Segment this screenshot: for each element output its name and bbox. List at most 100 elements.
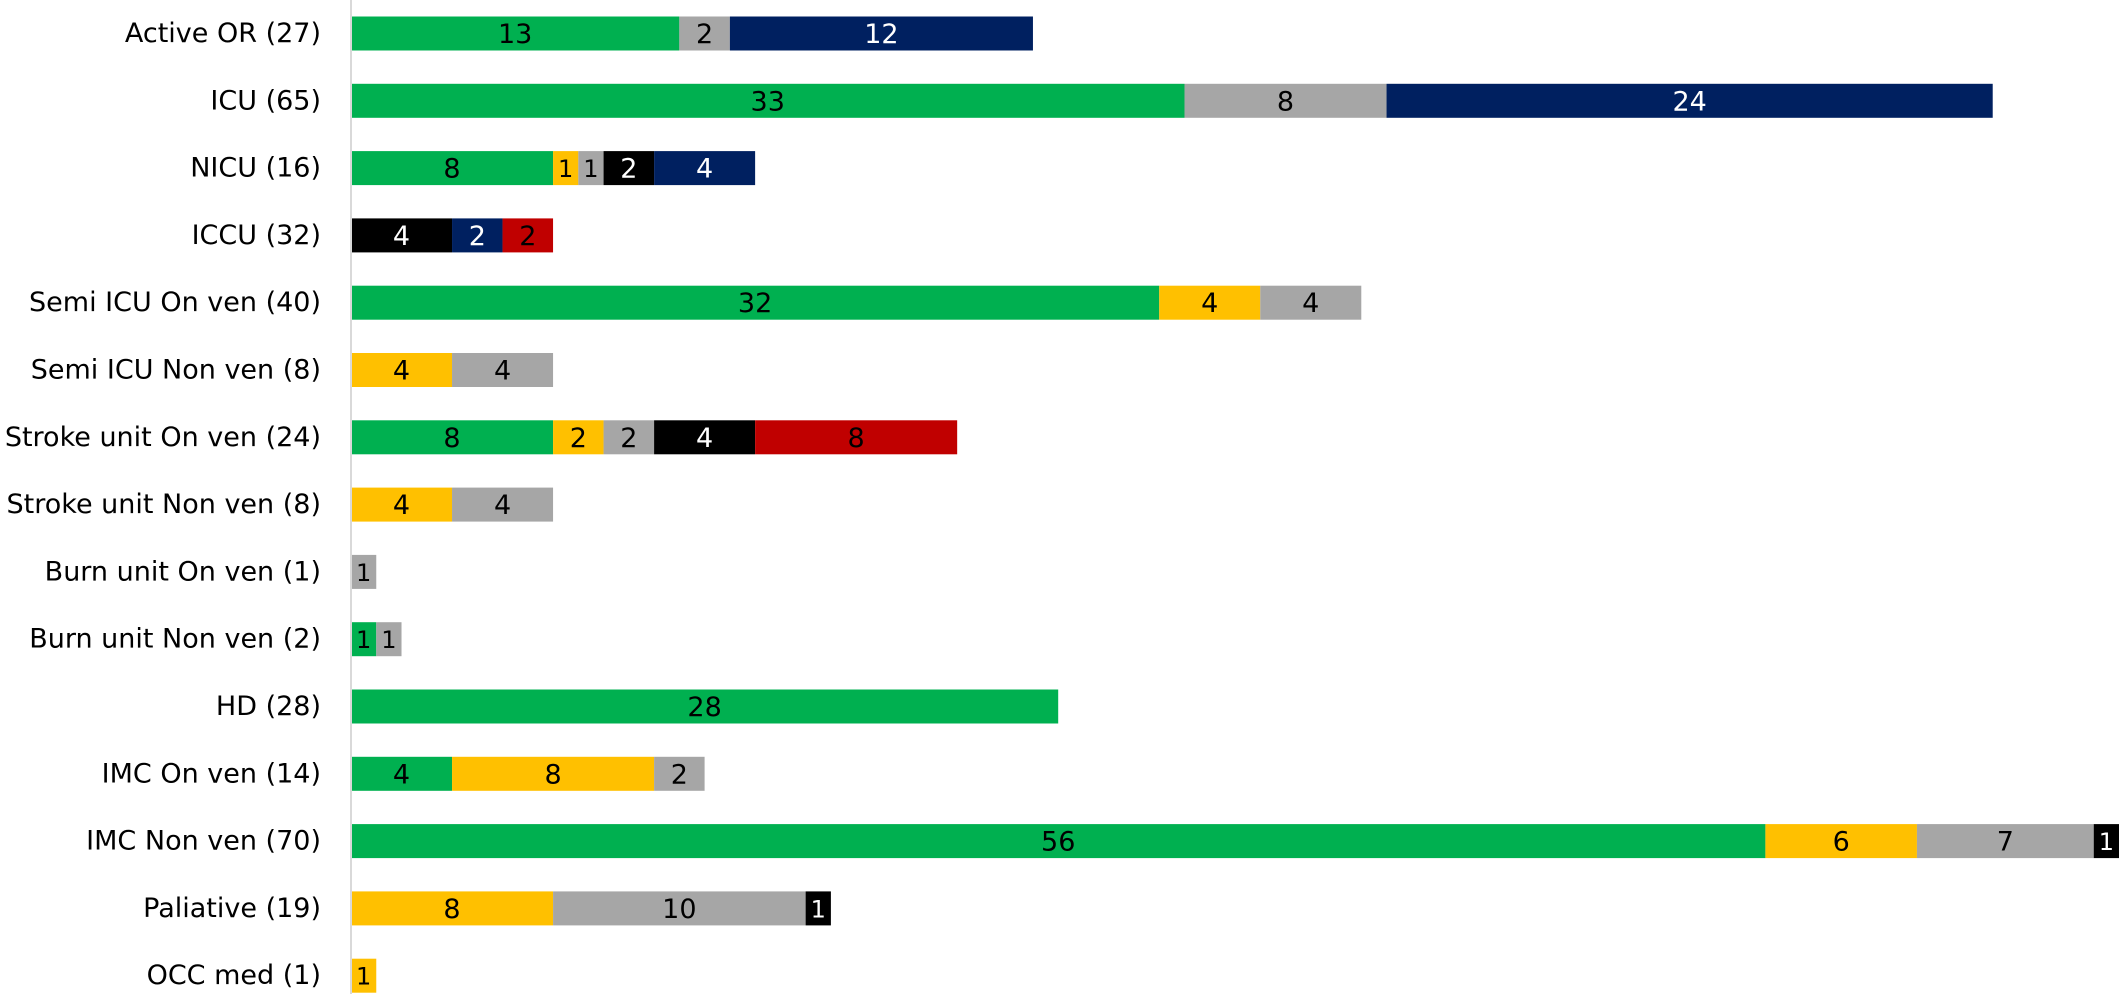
bar-segment-burn-unit-on-ven-1-s3 [351,554,377,589]
bar-segment-paliative-19-s4 [805,891,831,926]
data-label-burn-unit-non-ven-2-s3: 1 [381,626,396,654]
bar-segment-nicu-16-s1 [351,151,554,186]
data-label-imc-on-ven-14-s1: 4 [393,759,410,790]
bar-segment-iccu-32-s5 [452,218,503,253]
data-label-stroke-unit-on-ven-24-s3: 2 [620,423,637,454]
bar-segment-imc-non-ven-70-s1 [351,824,1766,859]
bar-segment-imc-on-ven-14-s3 [654,756,705,791]
category-label-burn-unit-non-ven-2: Burn unit Non ven (2) [29,624,321,655]
bar-segment-burn-unit-non-ven-2-s3 [376,622,402,657]
bar-segment-burn-unit-non-ven-2-s1 [351,622,377,657]
bar-segment-hd-28-s1 [351,689,1059,724]
bar-segment-nicu-16-s5 [654,151,756,186]
category-label-occ-med-1: OCC med (1) [147,960,321,991]
data-label-active-or-27-s5: 12 [864,19,898,50]
bar-segment-stroke-unit-on-ven-24-s1 [351,420,554,455]
bar-segment-active-or-27-s1 [351,16,680,51]
bar-segment-icu-65-s1 [351,83,1185,118]
data-label-nicu-16-s1: 8 [443,154,460,185]
data-label-imc-non-ven-70-s3: 7 [1997,827,2014,858]
category-label-stroke-unit-non-ven-8: Stroke unit Non ven (8) [7,489,321,520]
bar-segment-occ-med-1-s2 [351,958,377,993]
category-label-burn-unit-on-ven-1: Burn unit On ven (1) [45,556,321,587]
bar-segment-stroke-unit-non-ven-8-s3 [452,487,554,522]
data-label-icu-65-s5: 24 [1672,86,1706,117]
data-label-icu-65-s1: 33 [751,86,785,117]
category-label-stroke-unit-on-ven-24: Stroke unit On ven (24) [5,422,321,453]
bar-segment-semi-icu-on-ven-40-s2 [1159,285,1261,320]
category-label-icu-65: ICU (65) [210,85,321,116]
bar-segment-nicu-16-s4 [603,151,655,186]
data-label-stroke-unit-on-ven-24-s2: 2 [570,423,587,454]
category-label-paliative-19: Paliative (19) [143,893,321,924]
bar-segment-imc-non-ven-70-s2 [1765,824,1917,859]
data-label-hd-28-s1: 28 [687,692,721,723]
data-label-nicu-16-s3: 1 [583,155,598,183]
bar-segment-semi-icu-on-ven-40-s3 [1260,285,1362,320]
data-label-semi-icu-on-ven-40-s3: 4 [1302,288,1319,319]
bar-segment-stroke-unit-on-ven-24-s4 [654,420,756,455]
bar-segment-semi-icu-on-ven-40-s1 [351,285,1160,320]
category-label-imc-on-ven-14: IMC On ven (14) [102,758,321,789]
bar-segment-imc-non-ven-70-s4 [2093,824,2119,859]
bar-segment-icu-65-s3 [1184,83,1387,118]
category-label-active-or-27: Active OR (27) [125,18,321,49]
data-label-active-or-27-s3: 2 [696,19,713,50]
data-label-semi-icu-on-ven-40-s1: 32 [738,288,772,319]
data-label-icu-65-s3: 8 [1277,86,1294,117]
data-label-active-or-27-s1: 13 [498,19,532,50]
bar-segment-stroke-unit-on-ven-24-s6 [755,420,958,455]
bar-segment-active-or-27-s3 [679,16,730,51]
bar-segment-imc-on-ven-14-s1 [351,756,453,791]
data-label-nicu-16-s2: 1 [558,155,573,183]
category-label-imc-non-ven-70: IMC Non ven (70) [86,826,321,857]
data-label-imc-on-ven-14-s2: 8 [544,759,561,790]
category-label-nicu-16: NICU (16) [190,153,321,184]
bars-layer [351,16,2119,993]
data-label-stroke-unit-on-ven-24-s4: 4 [696,423,713,454]
data-label-paliative-19-s3: 10 [662,894,696,925]
bar-segment-imc-non-ven-70-s3 [1916,824,2094,859]
data-label-semi-icu-on-ven-40-s2: 4 [1201,288,1218,319]
data-label-stroke-unit-on-ven-24-s1: 8 [443,423,460,454]
data-label-occ-med-1-s2: 1 [356,963,371,991]
bar-segment-imc-on-ven-14-s2 [452,756,655,791]
category-label-hd-28: HD (28) [216,691,321,722]
bar-segment-icu-65-s5 [1386,83,1993,118]
data-label-stroke-unit-non-ven-8-s3: 4 [494,490,511,521]
data-label-paliative-19-s2: 8 [443,894,460,925]
bar-segment-active-or-27-s5 [729,16,1033,51]
data-label-iccu-32-s4: 4 [393,221,410,252]
data-label-nicu-16-s5: 4 [696,154,713,185]
bar-segment-paliative-19-s2 [351,891,554,926]
category-label-iccu-32: ICCU (32) [192,220,321,251]
data-label-imc-non-ven-70-s4: 1 [2099,828,2114,856]
bar-segment-iccu-32-s6 [502,218,554,253]
data-label-paliative-19-s4: 1 [811,895,826,923]
bar-segment-iccu-32-s4 [351,218,453,253]
bar-segment-nicu-16-s2 [553,151,579,186]
data-label-nicu-16-s4: 2 [620,154,637,185]
bar-segment-semi-icu-non-ven-8-s2 [351,353,453,387]
category-label-semi-icu-non-ven-8: Semi ICU Non ven (8) [31,355,321,386]
bar-segment-semi-icu-non-ven-8-s3 [452,353,554,387]
bar-segment-paliative-19-s3 [553,891,806,926]
bar-segment-stroke-unit-non-ven-8-s2 [351,487,453,522]
data-label-stroke-unit-on-ven-24-s6: 8 [848,423,865,454]
data-label-stroke-unit-non-ven-8-s2: 4 [393,490,410,521]
data-label-iccu-32-s5: 2 [469,221,486,252]
data-label-imc-on-ven-14-s3: 2 [671,759,688,790]
data-label-imc-non-ven-70-s2: 6 [1833,827,1850,858]
bar-segment-nicu-16-s3 [578,151,604,186]
data-label-burn-unit-non-ven-2-s1: 1 [356,626,371,654]
category-labels-layer: Active OR (27) ICU (65) NICU (16) ICCU (32)… [5,18,321,991]
data-label-semi-icu-non-ven-8-s2: 4 [393,356,410,387]
bar-segment-stroke-unit-on-ven-24-s3 [603,420,655,455]
data-label-semi-icu-non-ven-8-s3: 4 [494,356,511,387]
data-label-iccu-32-s6: 2 [519,221,536,252]
category-label-semi-icu-on-ven-40: Semi ICU On ven (40) [29,287,321,318]
data-label-imc-non-ven-70-s1: 56 [1041,827,1075,858]
data-label-burn-unit-on-ven-1-s3: 1 [356,559,371,587]
